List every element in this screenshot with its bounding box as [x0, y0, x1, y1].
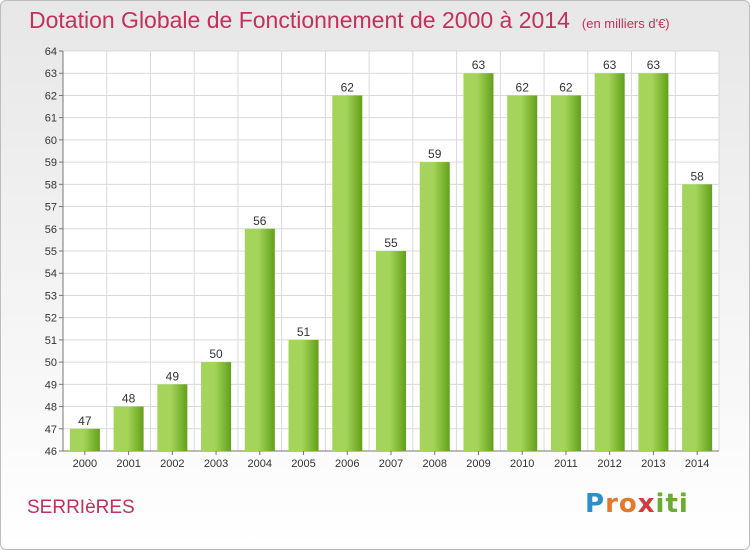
y-tick-label: 59: [45, 157, 57, 169]
y-tick-label: 56: [45, 224, 57, 236]
y-tick-label: 62: [45, 90, 57, 102]
bar-2002: [157, 384, 188, 451]
x-tick-label-2014: 2014: [685, 458, 709, 470]
x-tick-label-2004: 2004: [248, 458, 272, 470]
y-tick-label: 49: [45, 379, 57, 391]
y-tick-label: 47: [45, 424, 57, 436]
x-tick-label-2007: 2007: [379, 458, 403, 470]
data-label-2011: 62: [559, 80, 573, 94]
data-label-2002: 49: [166, 369, 180, 383]
x-tick-label-2013: 2013: [641, 458, 665, 470]
x-tick-label-2002: 2002: [160, 458, 184, 470]
y-tick-label: 60: [45, 135, 57, 147]
data-label-2004: 56: [253, 214, 267, 228]
bar-2005: [288, 339, 319, 451]
x-tick-label-2005: 2005: [291, 458, 315, 470]
labels: 46 47 48 49 50 51 52 53 54 55 56 57 58 59 60 61 62 63 64 47…: [45, 46, 710, 470]
bar-2004: [244, 228, 275, 451]
bar-2014: [682, 184, 713, 452]
x-tick-label-2009: 2009: [466, 458, 490, 470]
bar-2012: [594, 73, 625, 451]
bar-2000: [69, 428, 100, 451]
logo-part-4: iti: [655, 489, 689, 519]
y-tick-label: 57: [45, 202, 57, 214]
bars: [69, 73, 713, 452]
bar-2001: [113, 406, 144, 451]
logo-part-2: ro: [605, 489, 638, 519]
x-tick-label-2011: 2011: [554, 458, 578, 470]
x-tick-label-2006: 2006: [335, 458, 359, 470]
data-label-2000: 47: [78, 414, 92, 428]
data-label-2010: 62: [516, 80, 530, 94]
data-label-2008: 59: [428, 147, 442, 161]
y-tick-label: 63: [45, 68, 57, 80]
chart-subtitle: (en milliers d'€): [581, 16, 670, 31]
x-tick-label-2000: 2000: [73, 458, 97, 470]
y-tick-label: 64: [45, 46, 57, 58]
y-tick-label: 46: [45, 446, 57, 458]
y-tick-label: 50: [45, 357, 57, 369]
y-tick-label: 55: [45, 246, 57, 258]
x-tick-label-2001: 2001: [116, 458, 140, 470]
x-tick-label-2008: 2008: [422, 458, 446, 470]
chart-title-text: Dotation Globale de Fonctionnement de 20…: [29, 7, 570, 33]
data-label-2014: 58: [690, 169, 704, 183]
y-tick-label: 53: [45, 290, 57, 302]
y-tick-label: 58: [45, 179, 57, 191]
bar-2003: [201, 362, 232, 451]
data-label-2009: 63: [472, 58, 486, 72]
data-label-2001: 48: [122, 392, 136, 406]
data-label-2003: 50: [209, 347, 223, 361]
bar-2006: [332, 95, 363, 451]
x-tick-label-2012: 2012: [597, 458, 621, 470]
data-label-2012: 63: [603, 58, 617, 72]
y-tick-label: 52: [45, 313, 57, 325]
proxiti-logo: Proxiti: [585, 489, 689, 519]
data-label-2006: 62: [341, 80, 355, 94]
logo-part-1: P: [585, 489, 606, 519]
bar-2011: [550, 95, 581, 451]
bar-2008: [419, 162, 450, 451]
bar-2009: [463, 73, 494, 451]
y-tick-label: 54: [45, 268, 57, 280]
city-name: SERRIèRES: [27, 497, 135, 518]
chart-title: Dotation Globale de Fonctionnement de 20…: [29, 7, 670, 34]
data-label-2007: 55: [384, 236, 398, 250]
x-tick-label-2003: 2003: [204, 458, 228, 470]
bar-2007: [376, 251, 406, 451]
y-tick-label: 51: [45, 335, 57, 347]
bar-2010: [507, 95, 538, 451]
y-tick-label: 48: [45, 402, 57, 414]
data-label-2013: 63: [647, 58, 661, 72]
y-tick-label: 61: [45, 113, 57, 125]
data-label-2005: 51: [297, 325, 311, 339]
bar-2013: [638, 73, 669, 451]
logo-part-3: x: [637, 489, 656, 519]
x-tick-label-2010: 2010: [510, 458, 534, 470]
